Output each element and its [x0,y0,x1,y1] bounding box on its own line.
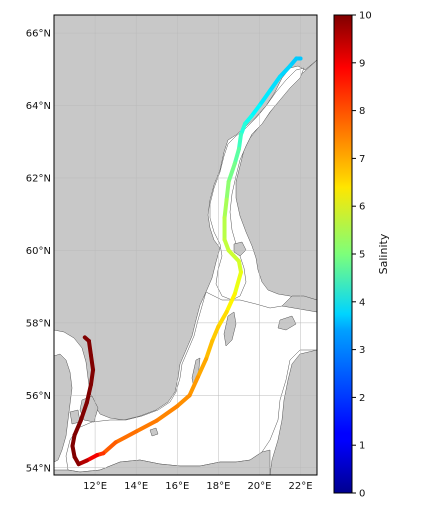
track-segment [86,338,93,358]
colorbar-tick-label: 3 [359,345,365,356]
track-segment [226,248,241,264]
south-shore-land [54,449,271,475]
bornholm-island [149,427,159,437]
colorbar-tick-label: 0 [359,489,365,500]
track-segment [224,179,231,202]
track-segment [257,89,272,108]
latitude-labels: 66°N 64°N 62°N 60°N 58°N 56°N 54°N [26,29,51,475]
track-segment [204,338,215,362]
longitude-label: 18°E [206,481,230,492]
longitude-label: 16°E [165,481,189,492]
latitude-label: 60°N [26,246,51,257]
track-segment [216,310,229,329]
track-segment [88,367,96,387]
colorbar-tick-label: 7 [359,154,365,165]
track-segment [72,418,83,438]
longitude-labels: 12°E 14°E 16°E 18°E 20°E 22°E [83,481,313,492]
track-segment [101,440,118,456]
track-segment [232,270,243,296]
colorbar: 0 1 2 3 4 5 6 7 8 9 10 Salinity [333,11,390,500]
map-frame [53,14,318,476]
latitude-label: 58°N [26,318,51,329]
track-segment [88,353,96,372]
longitude-label: 12°E [83,481,107,492]
track-segment [187,375,200,398]
latitude-label: 54°N [26,463,51,474]
longitude-label: 22°E [289,481,313,492]
latitude-label: 64°N [26,101,51,112]
track-segment [84,382,93,405]
latitude-label: 66°N [26,29,51,40]
gotland-island [223,311,237,347]
track-segment [236,132,243,152]
track-segment [134,418,159,434]
track-segment [78,400,89,423]
colorbar-tick-label: 8 [359,106,365,117]
map-panel: 66°N 64°N 62°N 60°N 58°N 56°N 54°N 12°E 14°E 16°… [26,14,318,492]
salinity-track [70,56,303,467]
latitude-label: 56°N [26,391,51,402]
track-segment [232,147,241,166]
colorbar-tick-label: 4 [359,297,365,308]
colorbar-tick-label: 6 [359,202,365,213]
track-segment [267,74,283,94]
track-segment [226,161,237,184]
track-segment [154,404,180,423]
track-segment [82,335,91,343]
latitude-label: 62°N [26,173,51,184]
track-segment [113,429,139,445]
baltic-states-land [269,295,317,475]
track-segment [195,357,209,380]
colorbar-tick-label: 9 [359,58,365,69]
denmark-land [54,353,73,463]
colorbar-label: Salinity [377,233,390,274]
colorbar-tick-label: 5 [359,250,365,261]
track-segment [210,324,221,343]
colorbar-tick-label: 10 [359,11,372,22]
track-segment [278,63,293,79]
colorbar-ticks: 0 1 2 3 4 5 6 7 8 9 10 [352,11,372,500]
colorbar-gradient [333,14,353,494]
colorbar-tick-label: 1 [359,441,365,452]
longitude-label: 14°E [124,481,148,492]
track-segment [224,291,237,315]
track-segment [222,197,229,220]
track-segment [249,103,262,119]
track-segment [175,393,192,409]
colorbar-tick-label: 2 [359,393,365,404]
graticule [54,15,317,475]
longitude-label: 20°E [247,481,271,492]
